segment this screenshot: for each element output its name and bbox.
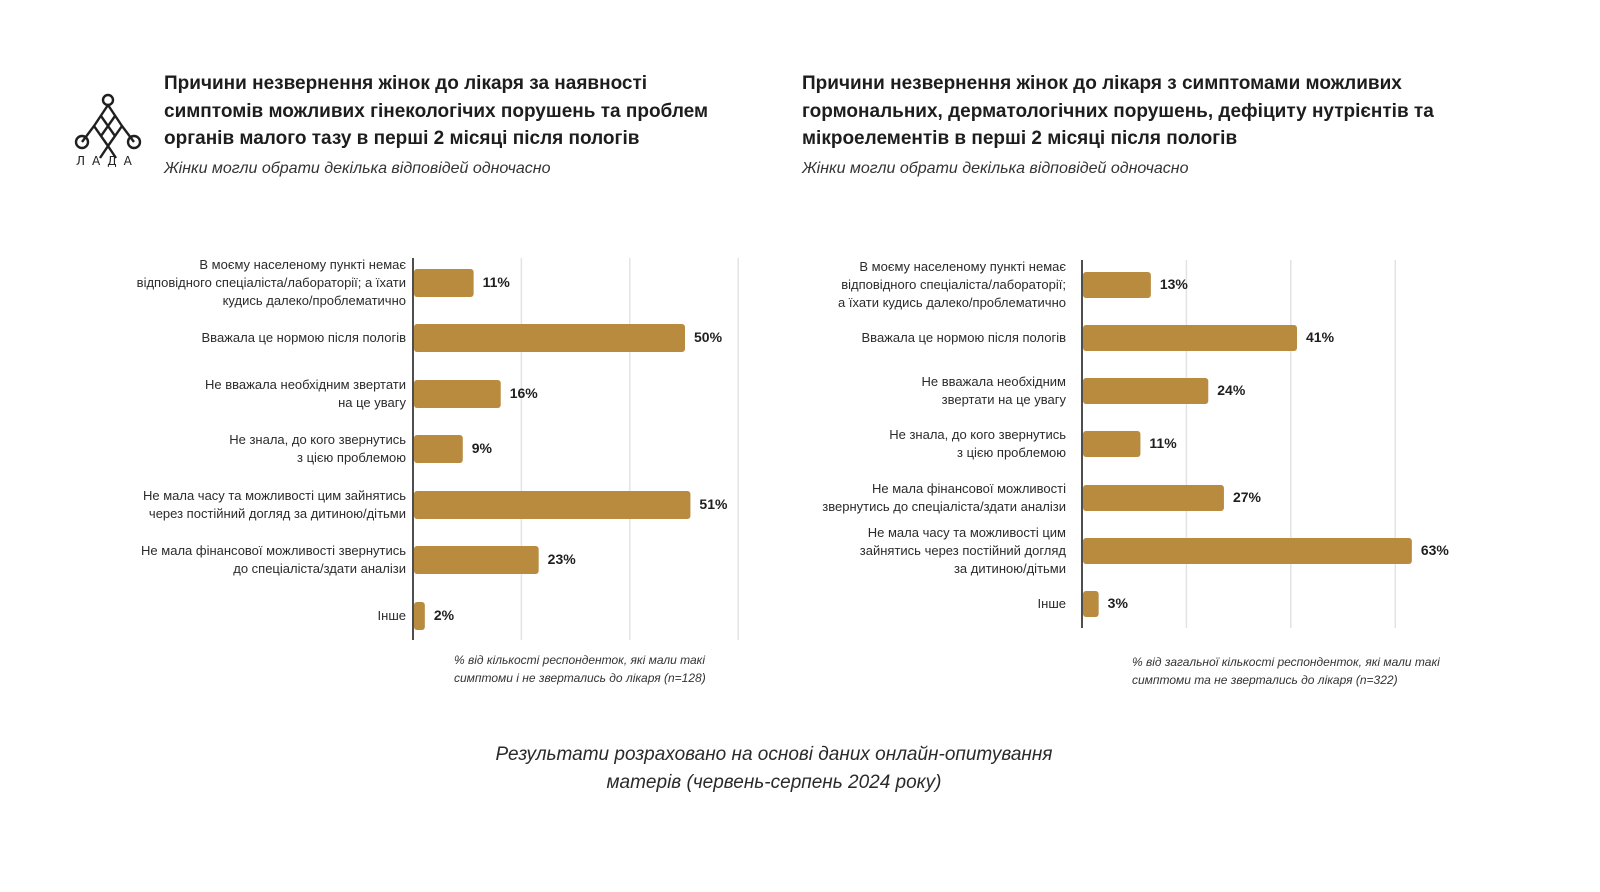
category-label-line: Вважала це нормою після пологів [201, 330, 406, 345]
logo-text: ЛАДА [76, 154, 139, 168]
right-category-label: Не вважала необхідним звертати на це уваг… [922, 373, 1067, 409]
left-bar [414, 435, 463, 463]
left-value-label: 51% [699, 496, 728, 512]
right-value-label: 13% [1159, 276, 1188, 292]
category-label-line: за дитиною/дітьми [953, 561, 1066, 576]
lada-knot-icon [74, 93, 142, 159]
right-category-label: В моєму населеному пункті немає відповідн… [838, 258, 1066, 312]
left-bar [414, 491, 691, 519]
right-category-label: Вважала це нормою після пологів [862, 329, 1066, 347]
category-label-line: з цією проблемою [297, 450, 406, 465]
category-label-line: Не знала, до кого звернутись [889, 427, 1066, 442]
category-label-line: на це увагу [338, 395, 406, 410]
left-category-label: Вважала це нормою після пологів [202, 329, 406, 347]
category-label-line: Інше [377, 608, 406, 623]
category-label-line: Вважала це нормою після пологів [861, 330, 1066, 345]
category-label-line: до спеціаліста/здати аналізи [233, 561, 406, 576]
category-label-line: Не вважала необхідним [921, 374, 1067, 389]
category-label-line: Не мала часу та можливості цим [867, 525, 1066, 540]
right-value-label: 11% [1149, 435, 1177, 451]
left-category-label: Не мала часу та можливості цим зайнятись… [143, 487, 406, 523]
left-category-label: Інше [378, 607, 406, 625]
category-label-line: Не мала часу та можливості цим зайнятись [142, 488, 406, 503]
left-value-label: 11% [482, 274, 510, 290]
right-bar [1083, 325, 1298, 351]
left-category-label: Не мала фінансової можливості звернутись… [141, 542, 406, 578]
right-category-label: Не знала, до кого звернутись з цією пробл… [889, 426, 1066, 462]
category-label-line: відповідного спеціаліста/лабораторії; [841, 277, 1066, 292]
right-value-label: 24% [1217, 382, 1246, 398]
category-label-line: Інше [1037, 596, 1066, 611]
footer-line-2: матерів (червень-серпень 2024 року) [606, 772, 942, 793]
right-value-label: 3% [1107, 595, 1128, 611]
left-chart-subtitle: Жінки могли обрати декілька відповідей о… [164, 160, 551, 177]
right-bar [1083, 538, 1412, 564]
right-value-label: 63% [1420, 542, 1449, 558]
left-bar [414, 269, 474, 297]
right-category-label: Інше [1038, 595, 1066, 613]
left-category-label: Не знала, до кого звернутись з цією пробл… [229, 431, 406, 467]
right-chart-title: Причини незвернення жінок до лікаря з си… [802, 73, 1434, 149]
right-bar [1083, 272, 1151, 298]
right-bar [1083, 591, 1099, 617]
category-label-line: відповідного спеціаліста/лабораторії; а … [136, 275, 406, 290]
left-value-label: 50% [694, 329, 723, 345]
left-category-label: Не вважала необхідним звертати на це уваг… [205, 376, 406, 412]
category-label-line: В моєму населеному пункті немає [199, 257, 406, 272]
category-label-line: з цією проблемою [957, 445, 1066, 460]
left-chart-note: % від кількості респонденток, які мали т… [454, 653, 706, 685]
left-bar [414, 380, 501, 408]
footer-note: Результати розраховано на основі даних о… [0, 741, 1548, 797]
left-bar [414, 546, 539, 574]
left-chart-title: Причини незвернення жінок до лікаря за н… [164, 73, 709, 149]
category-label-line: звертати на це увагу [941, 392, 1066, 407]
right-category-label: Не мала фінансової можливості звернутись … [822, 480, 1066, 516]
left-value-label: 23% [547, 551, 576, 567]
category-label-line: Не мала фінансової можливості звернутись [141, 543, 406, 558]
right-chart-note: % від загальної кількості респонденток, … [1132, 655, 1440, 687]
right-bar [1083, 378, 1209, 404]
category-label-line: звернутись до спеціаліста/здати аналізи [822, 499, 1066, 514]
right-category-label: Не мала часу та можливості цим зайнятись … [860, 524, 1066, 578]
footer-line-1: Результати розраховано на основі даних о… [495, 744, 1053, 765]
left-bar [414, 602, 425, 630]
right-bar [1083, 431, 1141, 457]
left-value-label: 9% [471, 440, 492, 456]
right-value-label: 41% [1306, 329, 1335, 345]
category-label-line: через постійний догляд за дитиною/дітьми [148, 506, 406, 521]
right-chart-subtitle: Жінки могли обрати декілька відповідей о… [802, 160, 1189, 177]
left-category-label: В моєму населеному пункті немає відповідн… [137, 256, 406, 310]
category-label-line: Не знала, до кого звернутись [229, 432, 406, 447]
category-label-line: кудись далеко/проблематично [222, 293, 406, 308]
category-label-line: зайнятись через постійний догляд [859, 543, 1066, 558]
category-label-line: а їхати кудись далеко/проблематично [838, 295, 1066, 310]
left-value-label: 2% [433, 607, 455, 623]
category-label-line: Не мала фінансової можливості [872, 481, 1066, 496]
left-value-label: 16% [509, 385, 538, 401]
left-bar [414, 324, 685, 352]
right-value-label: 27% [1232, 489, 1261, 505]
category-label-line: В моєму населеному пункті немає [859, 259, 1066, 274]
right-bar [1083, 485, 1224, 511]
category-label-line: Не вважала необхідним звертати [205, 377, 406, 392]
